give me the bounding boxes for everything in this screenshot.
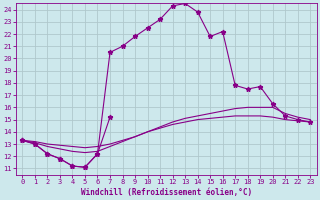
X-axis label: Windchill (Refroidissement éolien,°C): Windchill (Refroidissement éolien,°C): [81, 188, 252, 197]
